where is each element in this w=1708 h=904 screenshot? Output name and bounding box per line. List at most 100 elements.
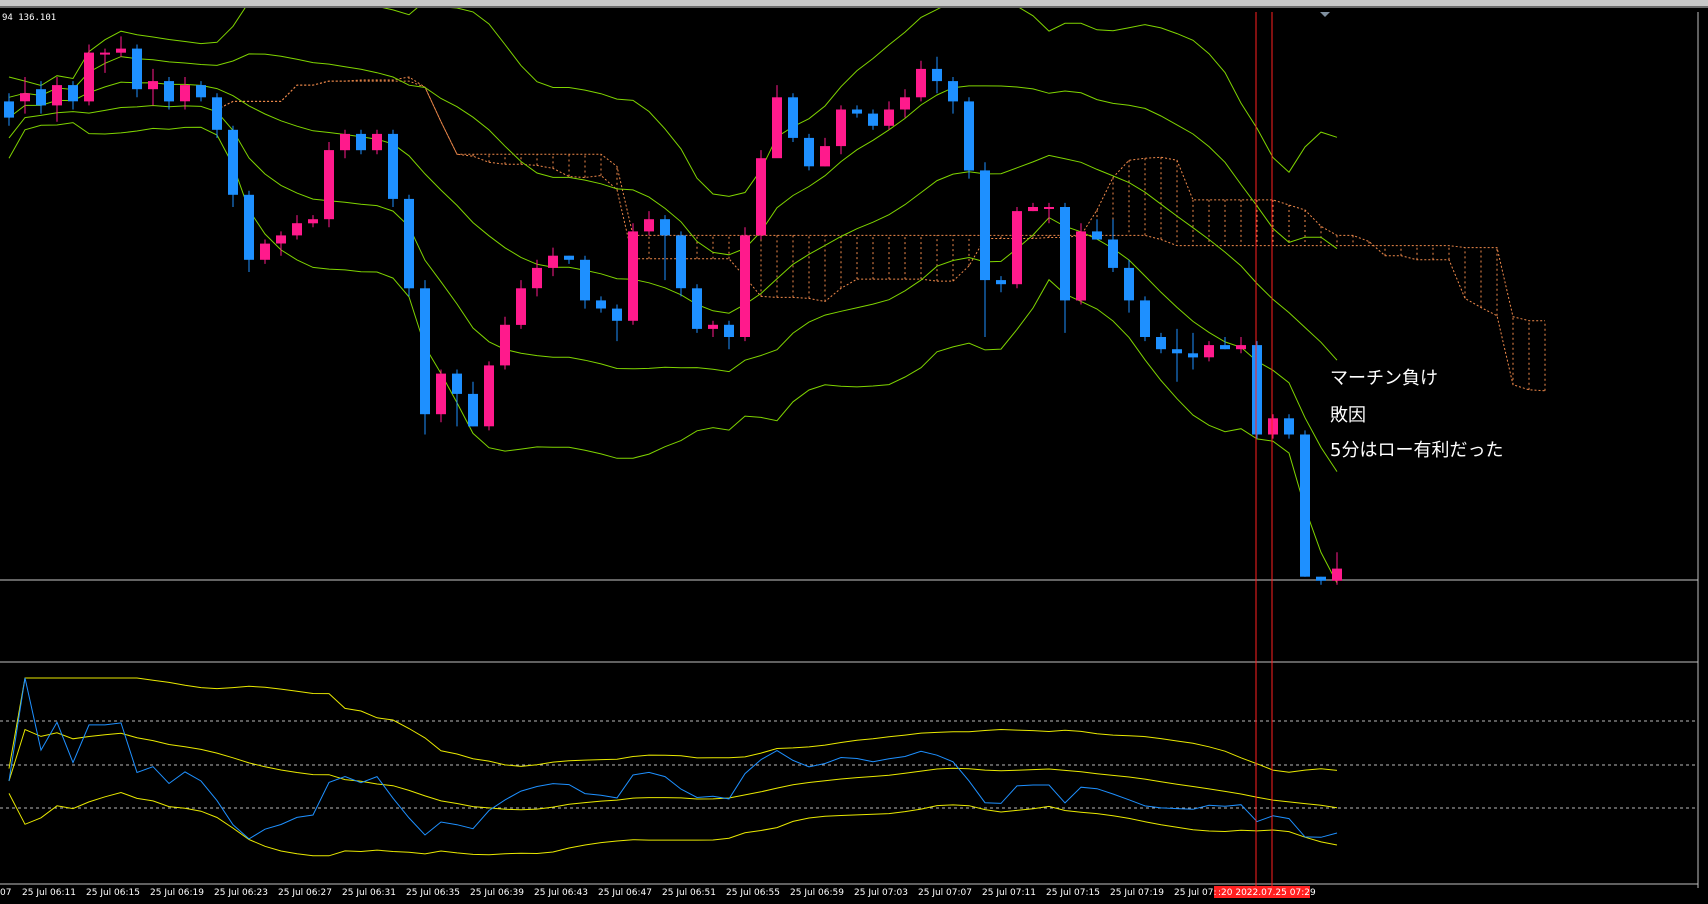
scroll-marker-icon <box>1320 12 1330 17</box>
candle-body <box>20 93 30 102</box>
candle-body <box>692 288 702 329</box>
candle-body <box>932 68 942 82</box>
candle-body <box>996 280 1006 285</box>
price-readout: 94 136.101 <box>2 13 57 23</box>
candle-body <box>756 158 766 236</box>
ichimoku-cloud <box>216 76 1546 392</box>
candle-body <box>308 219 318 224</box>
candle-body <box>68 85 78 102</box>
annotation-line-2: 敗因 <box>1330 405 1366 426</box>
band-line-1 <box>8 104 1338 472</box>
candle-body <box>772 97 782 159</box>
candle-body <box>628 231 638 321</box>
candle-body <box>260 243 270 260</box>
candle-body <box>596 300 606 309</box>
candle-body <box>532 267 542 289</box>
candle-body <box>164 81 174 102</box>
candle-body <box>340 133 350 151</box>
annotation-line-3: 5分はロー有利だった <box>1330 440 1504 461</box>
candle-body <box>820 146 830 167</box>
candle-body <box>84 52 94 102</box>
candle-body <box>372 133 382 151</box>
rsi-band-0 <box>8 677 1338 773</box>
time-label: 25 Jul 07:15 <box>1046 888 1100 898</box>
candle-body <box>324 150 334 220</box>
price-pane <box>0 8 1699 888</box>
annotation-line-1: マーチン負け <box>1330 368 1438 389</box>
candle-body <box>196 85 206 98</box>
time-label: 25 Jul 06:27 <box>278 888 332 898</box>
candle-body <box>900 97 910 110</box>
time-label: 07 <box>0 888 11 898</box>
candle-body <box>1268 418 1278 435</box>
time-label: 25 Jul 06:11 <box>22 888 76 898</box>
candle-body <box>1316 576 1326 581</box>
candle-body <box>292 223 302 236</box>
candle-body <box>452 373 462 394</box>
candle-body <box>1092 231 1102 240</box>
candle-body <box>1140 300 1150 337</box>
candle-body <box>1220 345 1230 350</box>
candle-body <box>356 133 366 151</box>
candle-body <box>132 48 142 90</box>
candle-body <box>212 97 222 130</box>
band-line-0 <box>8 122 1338 584</box>
candle-body <box>404 198 414 289</box>
candle-body <box>1044 207 1054 209</box>
time-label: 25 Jul 06:59 <box>790 888 844 898</box>
candle-body <box>1124 267 1134 301</box>
candle-body <box>868 113 878 126</box>
candle-body <box>1060 207 1070 301</box>
candle-body <box>388 133 398 199</box>
candle-body <box>148 81 158 90</box>
candle-body <box>948 81 958 102</box>
candle-body <box>228 129 238 195</box>
candle-body <box>100 52 110 55</box>
time-label: 25 Jul 06:39 <box>470 888 524 898</box>
time-label: 25 Jul 07:19 <box>1110 888 1164 898</box>
candle-body <box>964 101 974 171</box>
titlebar-divider <box>0 6 1708 8</box>
time-label: 25 Jul 06:47 <box>598 888 652 898</box>
candle-body <box>804 137 814 167</box>
candle-body <box>484 365 494 427</box>
candle-body <box>244 194 254 260</box>
window-titlebar <box>0 0 1708 6</box>
candle-body <box>660 219 670 236</box>
time-label: 25 Jul 06:15 <box>86 888 140 898</box>
candle-body <box>1236 345 1246 350</box>
rsi-band-2 <box>8 791 1338 857</box>
band-line-4 <box>8 8 1338 197</box>
time-label: 25 Jul 06:51 <box>662 888 716 898</box>
candle-body <box>852 109 862 114</box>
candle-body <box>1028 207 1038 212</box>
candle-body <box>1284 418 1294 435</box>
candle-body <box>708 324 718 329</box>
candle-body <box>788 97 798 138</box>
candle-body <box>516 288 526 325</box>
cloud-span-0 <box>216 76 1546 392</box>
candle-body <box>916 68 926 98</box>
cloud-span-1 <box>216 80 1545 322</box>
time-label: 25 Jul 06:23 <box>214 888 268 898</box>
candle-body <box>1156 337 1166 350</box>
rsi-lines <box>8 677 1338 857</box>
chart-canvas[interactable]: :20 2022.07.25 07:29 07 25 Jul 06:11 25 Ju… <box>0 8 1708 904</box>
candlesticks <box>4 36 1342 585</box>
time-highlight-label: :20 2022.07.25 07:29 <box>1218 888 1316 898</box>
band-line-3 <box>8 53 1338 256</box>
time-label: 25 Jul 06:43 <box>534 888 588 898</box>
time-highlight-box <box>1214 886 1310 898</box>
candle-body <box>676 235 686 289</box>
candle-body <box>1188 353 1198 358</box>
candle-body <box>436 373 446 415</box>
bollinger-bands <box>8 8 1338 584</box>
candle-body <box>836 109 846 147</box>
candle-body <box>1204 345 1214 358</box>
time-label: 25 Jul 07:07 <box>918 888 972 898</box>
time-label: 25 Jul 06:35 <box>406 888 460 898</box>
time-label: 25 Jul 06:19 <box>150 888 204 898</box>
candle-body <box>740 235 750 337</box>
candle-body <box>580 259 590 301</box>
band-line-2 <box>8 81 1338 361</box>
